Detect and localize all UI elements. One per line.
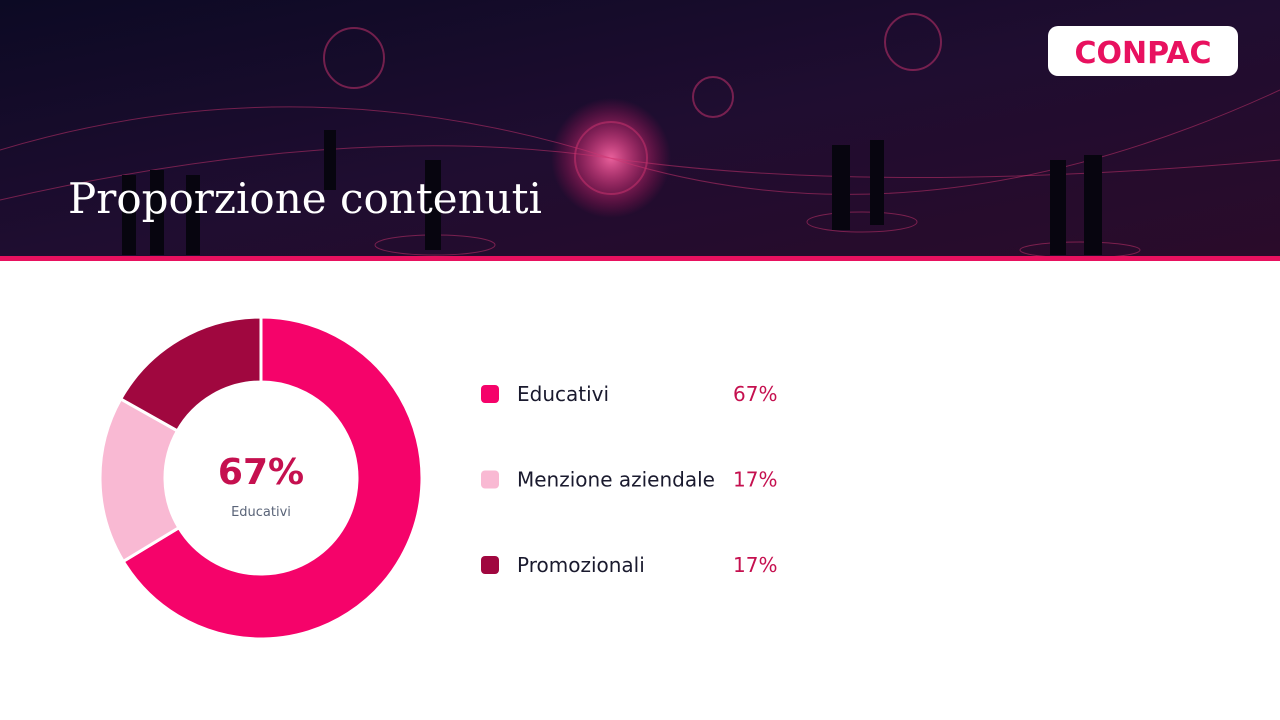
legend-swatch bbox=[481, 556, 499, 574]
legend-value: 67% bbox=[733, 382, 777, 406]
legend-swatch bbox=[481, 385, 499, 403]
logo: CONPAC bbox=[1074, 36, 1211, 71]
legend-label: Promozionali bbox=[517, 553, 645, 577]
legend-swatch bbox=[481, 470, 499, 489]
banner-divider bbox=[0, 256, 1280, 261]
slide-title: Proporzione contenuti bbox=[68, 174, 542, 223]
center-label: Educativi bbox=[231, 505, 291, 520]
legend-label: Educativi bbox=[517, 382, 609, 406]
legend-value: 17% bbox=[733, 468, 777, 492]
center-value: 67% bbox=[218, 452, 304, 493]
legend-value: 17% bbox=[733, 553, 777, 577]
donut-segment bbox=[121, 315, 424, 641]
logo-badge bbox=[1048, 26, 1238, 76]
donut-segment bbox=[118, 315, 263, 433]
legend-label: Menzione aziendale bbox=[517, 468, 715, 492]
silhouettes bbox=[122, 130, 1102, 255]
